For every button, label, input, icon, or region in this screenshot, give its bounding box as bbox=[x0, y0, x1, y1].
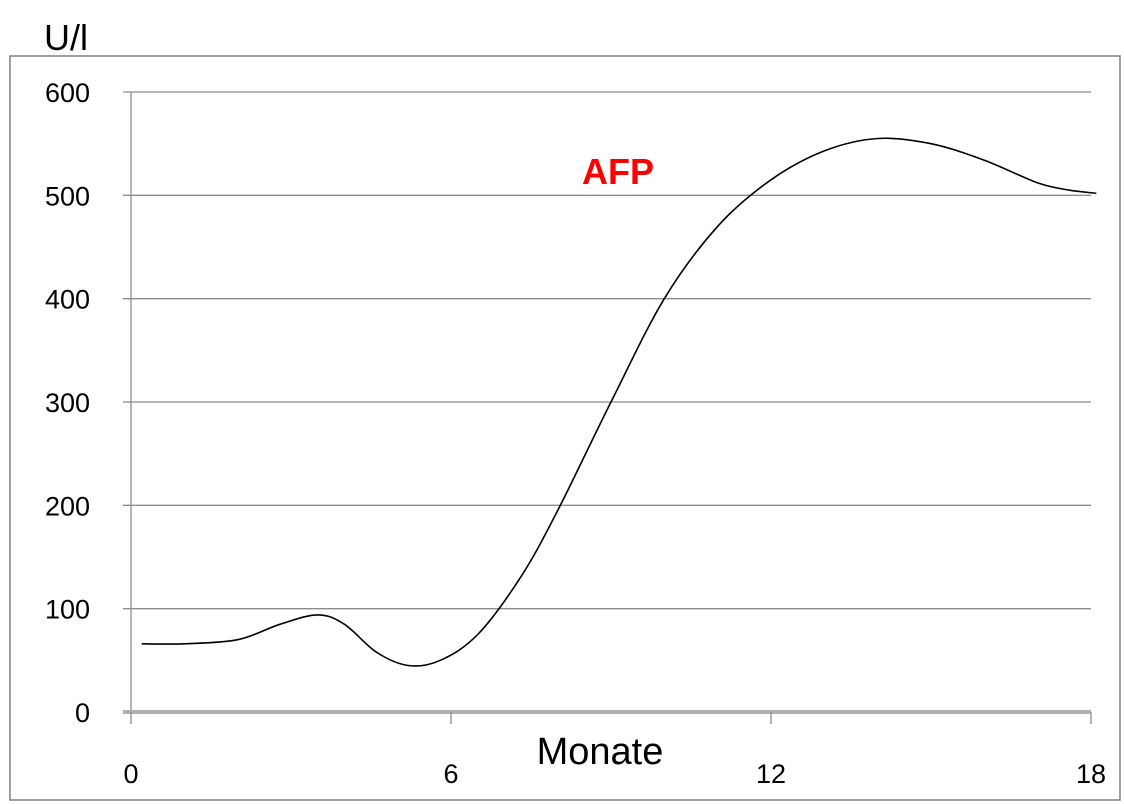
x-tick-label-0: 0 bbox=[123, 759, 138, 789]
y-axis-ticks: 0 100 200 300 400 500 600 bbox=[45, 78, 90, 728]
axes bbox=[123, 92, 1091, 714]
series-label-afp: AFP bbox=[582, 151, 654, 192]
y-tick-label-600: 600 bbox=[45, 78, 90, 108]
y-tick-label-300: 300 bbox=[45, 388, 90, 418]
y-axis-unit-label: U/l bbox=[44, 17, 88, 58]
series-group bbox=[141, 137, 1097, 667]
y-tick-label-100: 100 bbox=[45, 595, 90, 625]
gridlines bbox=[123, 91, 1091, 610]
x-axis-ticks: 0 6 12 18 bbox=[123, 712, 1106, 789]
x-tick-label-6: 6 bbox=[443, 759, 458, 789]
y-tick-label-0: 0 bbox=[75, 698, 90, 728]
y-tick-label-500: 500 bbox=[45, 181, 90, 211]
chart-frame bbox=[9, 55, 1121, 801]
y-tick-label-400: 400 bbox=[45, 285, 90, 315]
y-tick-label-200: 200 bbox=[45, 491, 90, 521]
x-tick-label-18: 18 bbox=[1076, 759, 1106, 789]
x-axis-label: Monate bbox=[537, 731, 664, 773]
series-line-afp bbox=[141, 137, 1097, 667]
x-tick-label-12: 12 bbox=[756, 759, 786, 789]
